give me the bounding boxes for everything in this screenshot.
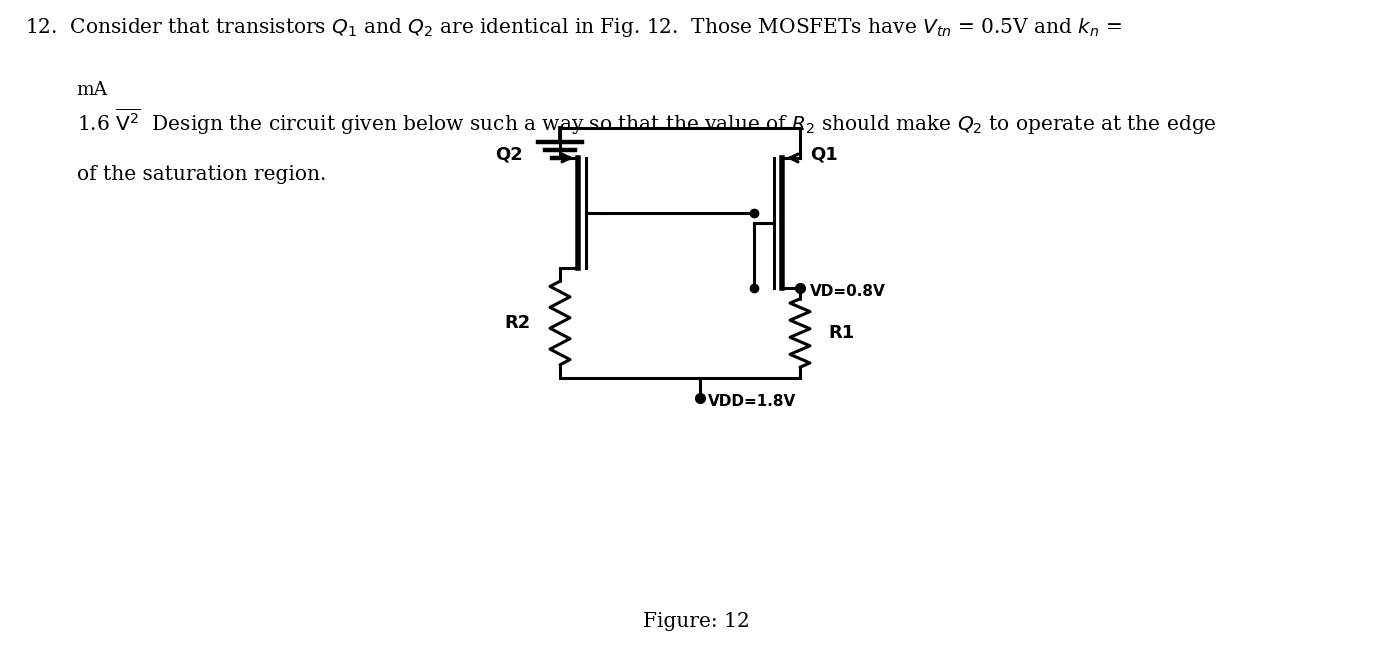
Text: R1: R1 (829, 324, 855, 342)
Text: mA: mA (77, 81, 107, 99)
Text: 1.6 $\overline{\mathrm{V}^2}$  Design the circuit given below such a way so that: 1.6 $\overline{\mathrm{V}^2}$ Design the… (77, 107, 1216, 137)
Text: Figure: 12: Figure: 12 (644, 612, 749, 631)
Text: VD=0.8V: VD=0.8V (809, 284, 886, 299)
Text: VDD=1.8V: VDD=1.8V (708, 395, 797, 410)
Text: R2: R2 (504, 314, 531, 332)
Text: Q2: Q2 (495, 146, 522, 164)
Text: 12.  Consider that transistors $Q_1$ and $Q_2$ are identical in Fig. 12.  Those : 12. Consider that transistors $Q_1$ and … (25, 16, 1123, 39)
Text: of the saturation region.: of the saturation region. (77, 165, 326, 184)
Text: Q1: Q1 (809, 146, 837, 164)
